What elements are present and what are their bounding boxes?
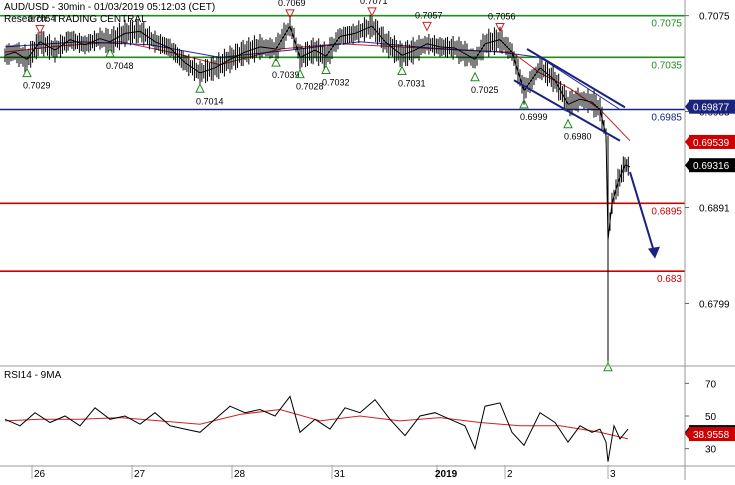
rsi-tag-pointer — [685, 429, 689, 440]
rsi-title: RSI14 - 9MA — [4, 370, 62, 381]
rsi-tag-label: 38.9558 — [693, 430, 730, 441]
swing-high-label: 0.7069 — [278, 0, 306, 8]
x-tick-label: 27 — [134, 469, 146, 480]
swing-low-marker — [105, 47, 115, 58]
channel-lower-line — [513, 79, 621, 142]
level-label-bg — [647, 204, 684, 217]
chart-source: Research: TRADING CENTRAL — [4, 14, 147, 25]
swing-low-marker — [603, 361, 613, 372]
price-tag-bg — [689, 134, 735, 149]
x-tick-label: 28 — [234, 469, 246, 480]
swing-high-marker — [422, 21, 432, 32]
price-series — [4, 14, 631, 362]
price-line — [4, 24, 631, 240]
forecast-arrow-head — [648, 246, 660, 259]
swing-high-label: 0.7071 — [360, 0, 388, 6]
swing-low-marker — [563, 118, 573, 129]
level-label-bg — [647, 110, 684, 123]
price-tag-label: 0.69316 — [693, 161, 730, 172]
swing-high-label: 0.7054 — [28, 14, 56, 24]
swing-low-marker — [22, 67, 32, 78]
rsi-tick-label: 70 — [705, 379, 717, 390]
swing-low-label: 0.7039 — [272, 70, 300, 80]
grid-layer — [31, 465, 609, 479]
level-label: 0.7075 — [651, 19, 682, 30]
level-label-bg — [647, 272, 684, 285]
swing-high-label: 0.7056 — [488, 11, 516, 21]
swing-low-label: 0.7029 — [23, 81, 51, 91]
swing-low-marker — [321, 64, 331, 74]
swing-low-marker — [295, 68, 305, 79]
level-label-bg — [647, 58, 684, 71]
level-label: 0.6895 — [651, 206, 682, 217]
x-tick-label: 26 — [34, 469, 46, 480]
price-tag-pointer — [685, 136, 689, 147]
price-tag-bg — [689, 158, 735, 173]
y-tick-label: 0.6891 — [699, 204, 730, 215]
y-tick-label: 0.7075 — [699, 12, 730, 23]
trend-channel — [513, 48, 660, 259]
level-label: 0.683 — [657, 274, 682, 285]
level-label: 0.6985 — [651, 113, 682, 124]
price-tag-label: 0.69877 — [693, 103, 730, 114]
levels-layer: 0.7075 0.7035 0.6985 0.6895 0.683 — [0, 14, 685, 285]
rsi-tag-bg — [689, 427, 735, 442]
swing-low-label: 0.6980 — [564, 132, 592, 142]
swing-low-label: 0.7031 — [398, 79, 426, 89]
rsi-tick-label: 30 — [705, 445, 717, 456]
forecast-arrow-line — [629, 171, 655, 252]
swing-low-label: 0.6999 — [520, 112, 548, 122]
swing-high-marker — [367, 7, 377, 17]
swing-high-marker — [35, 25, 45, 35]
swing-low-marker — [195, 83, 205, 93]
swing-high-marker — [285, 9, 295, 20]
x-tick-label: 3 — [610, 469, 616, 480]
swing-low-label: 0.7032 — [322, 77, 350, 87]
x-tick-label: 2019 — [435, 469, 458, 480]
x-tick-label: 2 — [507, 469, 513, 480]
level-label: 0.7035 — [651, 60, 682, 71]
swing-low-marker — [470, 71, 480, 82]
swing-low-marker — [519, 98, 529, 109]
y-tick-label: 0.6799 — [699, 299, 730, 310]
swing-low-marker — [271, 57, 281, 67]
price-tag-pointer — [685, 101, 689, 112]
swing-low-label: 0.7028 — [296, 82, 324, 92]
swing-low-label: 0.7048 — [106, 61, 134, 71]
swing-high-label: 0.7057 — [415, 10, 443, 20]
swing-low-marker — [397, 65, 407, 76]
rsi-tick-label: 50 — [705, 412, 717, 423]
price-tag-label: 0.69539 — [693, 138, 730, 149]
swing-low-label: 0.7025 — [471, 85, 499, 95]
chart-title: AUD/USD - 30min - 01/03/2019 05:12:03 (C… — [4, 2, 216, 13]
price-tag-bg — [689, 99, 735, 114]
level-label-bg — [647, 16, 684, 29]
swing-markers: 0.7054 0.7069 0.7071 0.7057 0.7056 0.7029 0.70… — [22, 0, 613, 372]
swing-low-label: 0.7014 — [196, 96, 224, 106]
x-tick-label: 31 — [334, 469, 346, 480]
swing-high-marker — [495, 22, 505, 33]
rsi-panel: RSI14 - 9MA — [4, 370, 629, 462]
channel-upper-line — [526, 48, 626, 109]
rsi-line — [4, 395, 629, 462]
price-tag-pointer — [685, 160, 689, 171]
